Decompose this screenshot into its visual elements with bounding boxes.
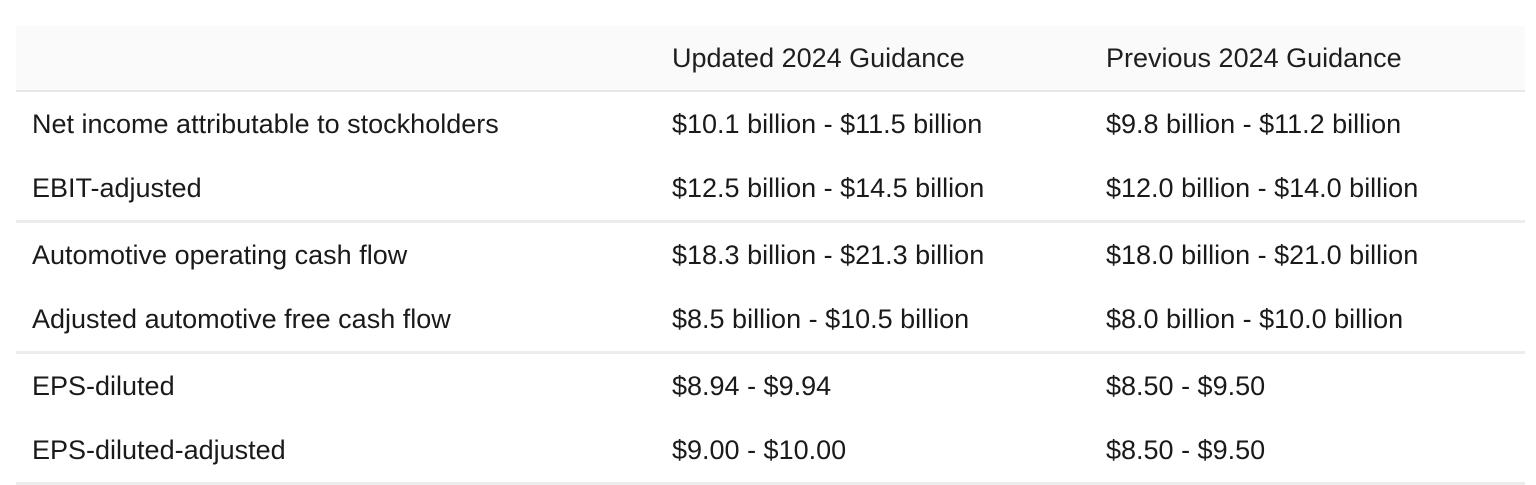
row-group-eps: EPS-diluted $8.94 - $9.94 $8.50 - $9.50 …	[16, 354, 1525, 485]
row-label: EPS-diluted	[32, 370, 175, 401]
row-label: EPS-diluted-adjusted	[32, 434, 286, 465]
guidance-table: Updated 2024 Guidance Previous 2024 Guid…	[16, 26, 1525, 485]
table-row: EPS-diluted-adjusted $9.00 - $10.00 $8.5…	[16, 418, 1525, 482]
table-row: Automotive operating cash flow $18.3 bil…	[16, 223, 1525, 287]
previous-value: $8.50 - $9.50	[1106, 370, 1266, 401]
table-row: EPS-diluted $8.94 - $9.94 $8.50 - $9.50	[16, 354, 1525, 418]
row-label: EBIT-adjusted	[32, 172, 202, 203]
row-group-cash-flow: Automotive operating cash flow $18.3 bil…	[16, 223, 1525, 354]
row-label: Net income attributable to stockholders	[32, 108, 499, 139]
previous-value: $9.8 billion - $11.2 billion	[1106, 108, 1402, 139]
previous-value: $8.0 billion - $10.0 billion	[1106, 303, 1404, 334]
table-row: Net income attributable to stockholders …	[16, 92, 1525, 156]
table-header-row: Updated 2024 Guidance Previous 2024 Guid…	[16, 26, 1525, 92]
row-group-earnings: Net income attributable to stockholders …	[16, 92, 1525, 223]
previous-value: $8.50 - $9.50	[1106, 434, 1266, 465]
table-row: EBIT-adjusted $12.5 billion - $14.5 bill…	[16, 156, 1525, 220]
previous-value: $12.0 billion - $14.0 billion	[1106, 172, 1419, 203]
header-previous-guidance: Previous 2024 Guidance	[1106, 42, 1402, 73]
row-label: Automotive operating cash flow	[32, 239, 408, 270]
updated-value: $8.94 - $9.94	[672, 370, 832, 401]
updated-value: $9.00 - $10.00	[672, 434, 847, 465]
previous-value: $18.0 billion - $21.0 billion	[1106, 239, 1419, 270]
row-label: Adjusted automotive free cash flow	[32, 303, 451, 334]
header-updated-guidance: Updated 2024 Guidance	[672, 42, 965, 73]
updated-value: $12.5 billion - $14.5 billion	[672, 172, 985, 203]
updated-value: $10.1 billion - $11.5 billion	[672, 108, 983, 139]
table-row: Adjusted automotive free cash flow $8.5 …	[16, 287, 1525, 351]
updated-value: $18.3 billion - $21.3 billion	[672, 239, 985, 270]
updated-value: $8.5 billion - $10.5 billion	[672, 303, 970, 334]
